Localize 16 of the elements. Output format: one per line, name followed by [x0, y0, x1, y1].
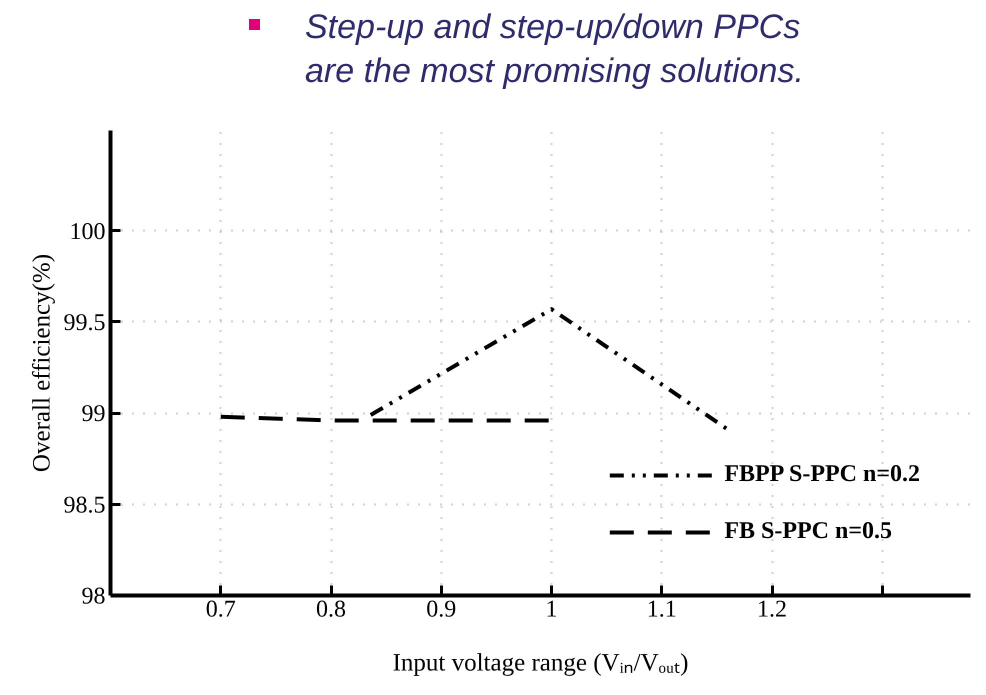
legend-label: FBPP S-PPC n=0.2 [724, 461, 920, 488]
y-tick-label: 98.5 [64, 492, 106, 518]
legend-label: FB S-PPC n=0.5 [724, 518, 892, 545]
x-tick-label: 0.8 [316, 596, 346, 622]
y-tick-label: 98 [82, 584, 106, 610]
y-tick-label: 99 [82, 401, 106, 428]
y-tick-label: 100 [70, 218, 106, 245]
x-tick-label: 0.9 [426, 596, 456, 622]
x-axis-title: Input voltage range (Vᵢₙ/Vₒᵤₜ) [392, 650, 688, 676]
x-tick-label: 0.7 [206, 596, 236, 622]
chart-title: Step-up and step-up/down PPCs are the most promising solutions. [304, 7, 804, 92]
y-axis-title: Overall efficiency(%) [28, 254, 56, 472]
x-tick-label: 1.2 [757, 596, 788, 622]
x-tick-label: 1 [546, 596, 558, 622]
y-tick-label: 99.5 [64, 310, 106, 336]
x-tick-label: 1.1 [646, 596, 677, 622]
